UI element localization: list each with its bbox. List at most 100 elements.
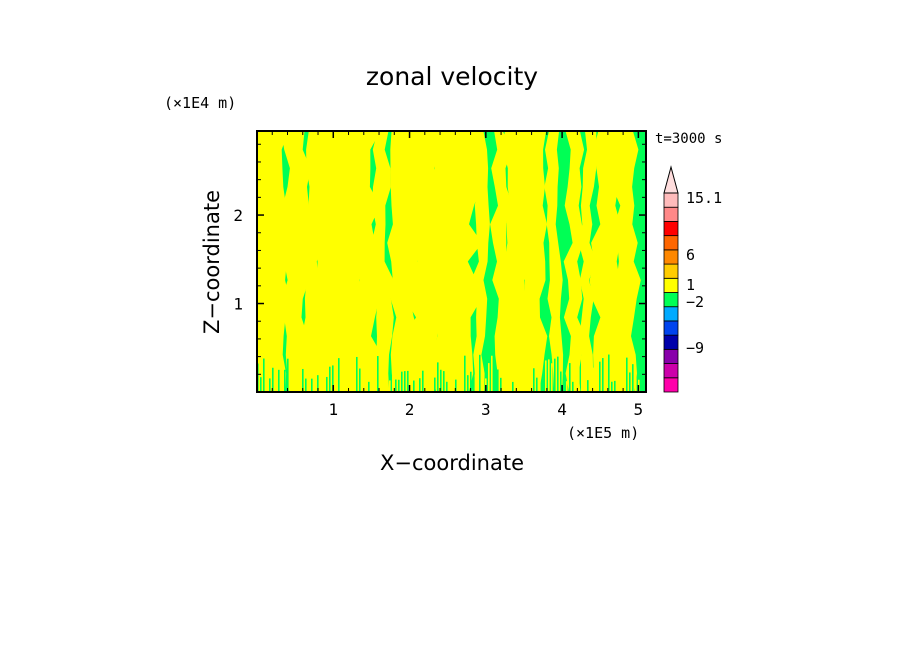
field-surface-cell <box>506 363 508 392</box>
field-surface-cell <box>500 377 502 392</box>
field-positive-band <box>258 131 290 392</box>
field-surface-cell <box>635 373 637 392</box>
colorbar-label: −2 <box>686 293 704 311</box>
field-surface-cell <box>503 359 505 392</box>
field-surface-cell <box>407 370 409 392</box>
field-surface-cell <box>425 374 427 392</box>
field-surface-cell <box>575 362 577 392</box>
y-tick-label: 1 <box>233 295 243 314</box>
field-surface-cell <box>620 370 622 392</box>
field-surface-cell <box>542 379 544 392</box>
field-surface-cell <box>380 355 382 392</box>
y-tick-label: 2 <box>233 206 243 225</box>
colorbar-band <box>663 235 679 251</box>
field-surface-cell <box>596 364 598 392</box>
field-surface-cell <box>356 356 358 392</box>
y-axis-ticks: 12 <box>233 143 646 375</box>
field-surface-cell <box>431 357 433 392</box>
colorbar: 15.1 6 1−2 −9 <box>663 165 722 393</box>
field-surface-cell <box>419 378 421 392</box>
colorbar-band <box>663 249 679 265</box>
field-surface-cell <box>560 371 562 392</box>
field-surface-cell <box>266 354 268 392</box>
field-surface-cell <box>302 368 304 392</box>
field-surface-cell <box>452 381 454 392</box>
field-surface-cell <box>629 372 631 392</box>
field-surface-cell <box>371 360 373 392</box>
field-surface-cell <box>365 362 367 392</box>
field-surface-cell <box>434 377 436 392</box>
field-positive-band <box>371 131 394 392</box>
x-axis-ticks: 1 2 3 4 5 <box>271 131 644 419</box>
field-surface-cell <box>479 354 481 392</box>
field-surface-cell <box>587 380 589 392</box>
field-surface-cell <box>563 379 565 392</box>
field-surface-cell <box>377 356 379 392</box>
time-label: t=3000 s <box>655 131 722 147</box>
field-surface-cell <box>416 365 418 392</box>
field-surface-cell <box>458 361 460 392</box>
x-unit-label: (×1E5 m) <box>567 424 639 442</box>
field-surface-cell <box>287 358 289 392</box>
x-tick-label: 5 <box>634 400 644 419</box>
field-surface-cell <box>293 357 295 392</box>
field-surface-cell <box>260 377 262 392</box>
field-surface-cell <box>359 368 361 392</box>
colorbar-band <box>663 277 679 293</box>
field-surface-cell <box>632 364 634 392</box>
x-axis-label: X−coordinate <box>380 451 524 475</box>
field-surface-cell <box>554 358 556 392</box>
field-positive-band <box>563 131 586 392</box>
field-surface-cell <box>350 356 352 392</box>
field-surface-cell <box>545 360 547 392</box>
field-surface-cell <box>305 378 307 392</box>
field-surface-cell <box>401 371 403 392</box>
field-surface-cell <box>557 356 559 392</box>
field-surface-cell <box>473 376 475 392</box>
field-surface-cell <box>491 355 493 392</box>
x-tick-label: 4 <box>557 400 567 419</box>
field-surface-cell <box>518 361 520 392</box>
field-surface-cell <box>383 366 385 392</box>
colorbar-band <box>663 348 679 364</box>
field-positive-band <box>578 131 597 392</box>
field-surface-cell <box>413 380 415 392</box>
field-positive-band <box>471 131 490 392</box>
field-surface-cell <box>614 380 616 392</box>
x-tick-label: 1 <box>328 400 338 419</box>
field-surface-cell <box>311 378 313 392</box>
field-surface-cell <box>395 379 397 392</box>
field-surface-cell <box>422 370 424 392</box>
field-surface-cell <box>509 358 511 392</box>
colorbar-label: 1 <box>686 276 695 294</box>
field-surface-cell <box>566 381 568 392</box>
field-surface-cell <box>497 369 499 392</box>
field-surface-cell <box>398 379 400 392</box>
colorbar-band <box>663 377 679 393</box>
field-surface-cell <box>593 367 595 392</box>
field-surface-cell <box>344 361 346 392</box>
velocity-field <box>257 131 646 392</box>
chart-title: zonal velocity <box>366 62 538 91</box>
field-surface-cell <box>428 376 430 392</box>
field-surface-cell <box>446 381 448 392</box>
field-surface-cell <box>581 355 583 392</box>
colorbar-label: −9 <box>686 339 704 357</box>
field-surface-cell <box>323 362 325 392</box>
field-surface-cell <box>338 358 340 392</box>
field-surface-cell <box>470 371 472 392</box>
y-axis-label: Z−coordinate <box>200 190 224 334</box>
field-surface-cell <box>533 368 535 392</box>
field-surface-cell <box>317 375 319 392</box>
field-surface-cell <box>521 370 523 392</box>
field-surface-cell <box>626 357 628 392</box>
field-surface-cell <box>578 357 580 392</box>
colorbar-label: 6 <box>686 246 695 264</box>
field-surface-cell <box>548 359 550 392</box>
field-surface-cell <box>278 369 280 392</box>
field-surface-cell <box>530 381 532 392</box>
colorbar-band <box>663 221 679 237</box>
field-surface-cell <box>524 371 526 392</box>
